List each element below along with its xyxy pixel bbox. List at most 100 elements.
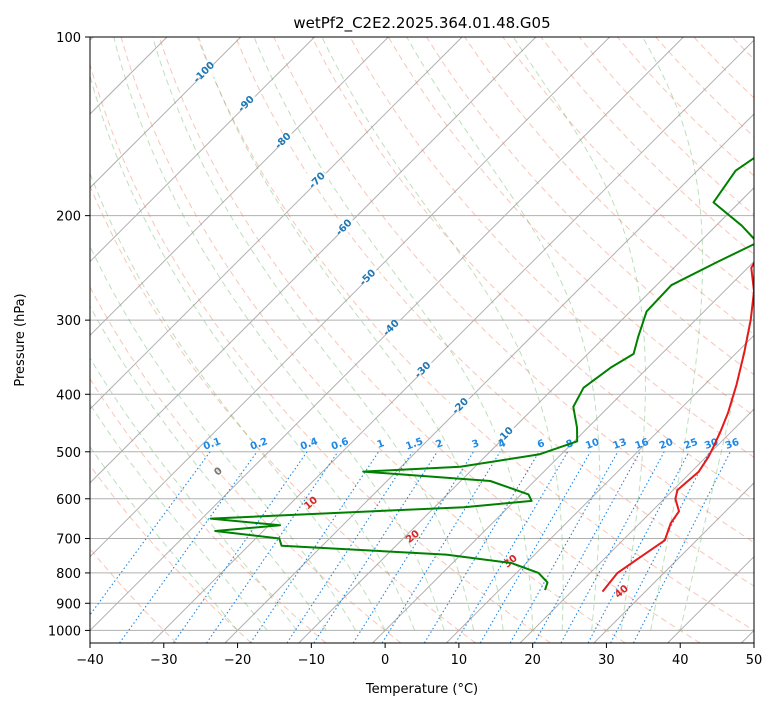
series-lines bbox=[209, 156, 754, 593]
moist-adiabat-line bbox=[90, 172, 386, 631]
isotherm-line bbox=[90, 37, 463, 410]
isotherm-label-bg bbox=[333, 220, 356, 233]
isotherm-label-bg bbox=[357, 270, 380, 283]
isotherm-line bbox=[372, 260, 754, 643]
dry-adiabat-line bbox=[578, 37, 754, 216]
y-tick-label: 100 bbox=[56, 31, 81, 46]
mixing-ratio-label: 0.1 bbox=[202, 436, 222, 452]
mixing-ratio-label: 6 bbox=[536, 438, 546, 451]
x-tick-label: −40 bbox=[76, 653, 103, 668]
isotherm-label-bg bbox=[235, 96, 258, 109]
isotherm-line bbox=[90, 37, 389, 337]
dry-adiabat-line bbox=[655, 37, 754, 138]
moist-adiabat-line bbox=[642, 37, 704, 631]
y-axis: 100 200 300 400 500 600 700 800 900 1000 bbox=[48, 31, 90, 639]
isotherm-line bbox=[90, 37, 315, 263]
mixing-ratio-line bbox=[206, 451, 339, 643]
dry-adiabat-line bbox=[273, 37, 754, 544]
isotherm-label-bg bbox=[272, 133, 295, 146]
temperature-line bbox=[601, 261, 754, 593]
mixing-ratio-line bbox=[587, 451, 690, 643]
isotherm-line bbox=[667, 555, 754, 643]
mixing-ratio-line bbox=[172, 451, 308, 643]
mixing-ratio-label: 4 bbox=[497, 438, 507, 451]
isotherm-line bbox=[90, 37, 537, 484]
dry-adiabat-line bbox=[90, 377, 327, 643]
isotherm-label-bg bbox=[412, 362, 435, 375]
dry-adiabat-line bbox=[120, 37, 626, 643]
moist-adiabat-line bbox=[90, 403, 268, 631]
dry-adiabat-line bbox=[90, 286, 402, 643]
dry-adiabat-line bbox=[502, 37, 754, 295]
x-tick-label: −10 bbox=[298, 653, 325, 668]
isotherm-label-bg bbox=[306, 173, 329, 186]
mixing-ratio-label: 16 bbox=[634, 437, 651, 452]
mixing-ratio-line bbox=[381, 451, 501, 643]
mixing-ratio-label: 0.6 bbox=[330, 436, 350, 452]
moist-adiabat-line bbox=[198, 37, 504, 631]
mixing-ratio-label: 36 bbox=[724, 437, 741, 452]
moist-adiabat-line bbox=[90, 245, 357, 631]
mixing-ratio-labels: 0.1 0.2 0.4 0.6 1 1.5 2 3 4 6 8 10 13 16 20 25 30 36 bbox=[202, 436, 741, 452]
mixing-ratio-line bbox=[533, 451, 641, 643]
y-tick-label: 200 bbox=[56, 210, 81, 225]
dry-adiabat-line bbox=[196, 37, 754, 631]
y-tick-label: 700 bbox=[56, 533, 81, 548]
dry-adiabat-line bbox=[387, 37, 754, 417]
mixing-ratio-line bbox=[119, 451, 258, 643]
y-axis-label: Pressure (hPa) bbox=[13, 293, 28, 386]
y-tick-label: 900 bbox=[56, 597, 81, 612]
dry-adiabat-line bbox=[464, 37, 754, 335]
dewpoint-line bbox=[209, 156, 754, 591]
mixing-ratio-label: 20 bbox=[658, 437, 675, 452]
y-tick-label: 800 bbox=[56, 567, 81, 582]
dry-adiabat-line bbox=[617, 37, 754, 177]
mixing-ratio-line bbox=[313, 451, 438, 643]
isotherm-line bbox=[298, 187, 754, 643]
moist-adiabat-line bbox=[90, 445, 238, 631]
x-axis: −40 −30 −20 −10 0 10 20 30 40 50 bbox=[76, 643, 762, 668]
isotherm-label-bg bbox=[494, 427, 517, 440]
dry-adiabat-label: 40 bbox=[613, 583, 631, 600]
mixing-ratio-label: 13 bbox=[611, 437, 628, 452]
x-tick-label: 0 bbox=[381, 653, 389, 668]
y-tick-label: 600 bbox=[56, 493, 81, 508]
mixing-ratio-label: 1 bbox=[376, 438, 386, 451]
dry-adiabat-line bbox=[426, 37, 754, 376]
plot-frame bbox=[89, 36, 755, 644]
x-tick-label: 50 bbox=[746, 653, 763, 668]
isotherm-line bbox=[150, 39, 754, 643]
moist-adiabat-line bbox=[253, 37, 534, 631]
isotherm-line bbox=[224, 113, 754, 643]
moist-adiabat-line bbox=[90, 357, 297, 631]
moist-adiabat-line bbox=[321, 37, 564, 631]
mixing-ratio-label: 3 bbox=[470, 438, 480, 451]
x-tick-label: −20 bbox=[224, 653, 251, 668]
isotherm-line bbox=[90, 37, 242, 189]
dry-adiabat-line bbox=[235, 37, 754, 587]
mixing-ratio-line bbox=[560, 451, 665, 643]
x-tick-label: 20 bbox=[524, 653, 541, 668]
isotherm-label-bg bbox=[193, 65, 216, 78]
moist-adiabat-line bbox=[113, 37, 445, 631]
mixing-ratio-line bbox=[632, 451, 731, 643]
moist-adiabat-line bbox=[512, 37, 646, 631]
dry-adiabat-line bbox=[311, 37, 754, 501]
y-tick-label: 1000 bbox=[48, 624, 81, 639]
mixing-ratio-label: 25 bbox=[683, 437, 700, 452]
mixing-ratio-label: 2 bbox=[434, 438, 444, 451]
isotherm-label-bg bbox=[450, 398, 473, 411]
moist-adiabat-line bbox=[90, 74, 416, 631]
moist-adiabat-line bbox=[90, 305, 327, 631]
dry-adiabat-line bbox=[770, 37, 775, 643]
isotherm-label-bg bbox=[380, 320, 403, 333]
isotherm-line bbox=[593, 482, 754, 643]
chart-title: wetPf2_C2E2.2025.364.01.48.G05 bbox=[293, 14, 550, 33]
dry-adiabat-line bbox=[90, 464, 252, 643]
moist-adiabat-line bbox=[406, 37, 601, 631]
x-tick-label: 30 bbox=[598, 653, 615, 668]
isotherm-line bbox=[445, 334, 754, 643]
y-tick-label: 500 bbox=[56, 446, 81, 461]
dry-adiabat-line bbox=[90, 62, 551, 643]
